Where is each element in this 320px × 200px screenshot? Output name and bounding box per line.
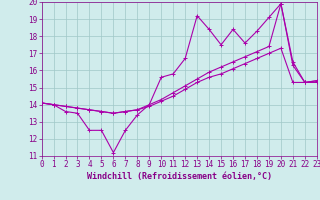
X-axis label: Windchill (Refroidissement éolien,°C): Windchill (Refroidissement éolien,°C) [87,172,272,181]
